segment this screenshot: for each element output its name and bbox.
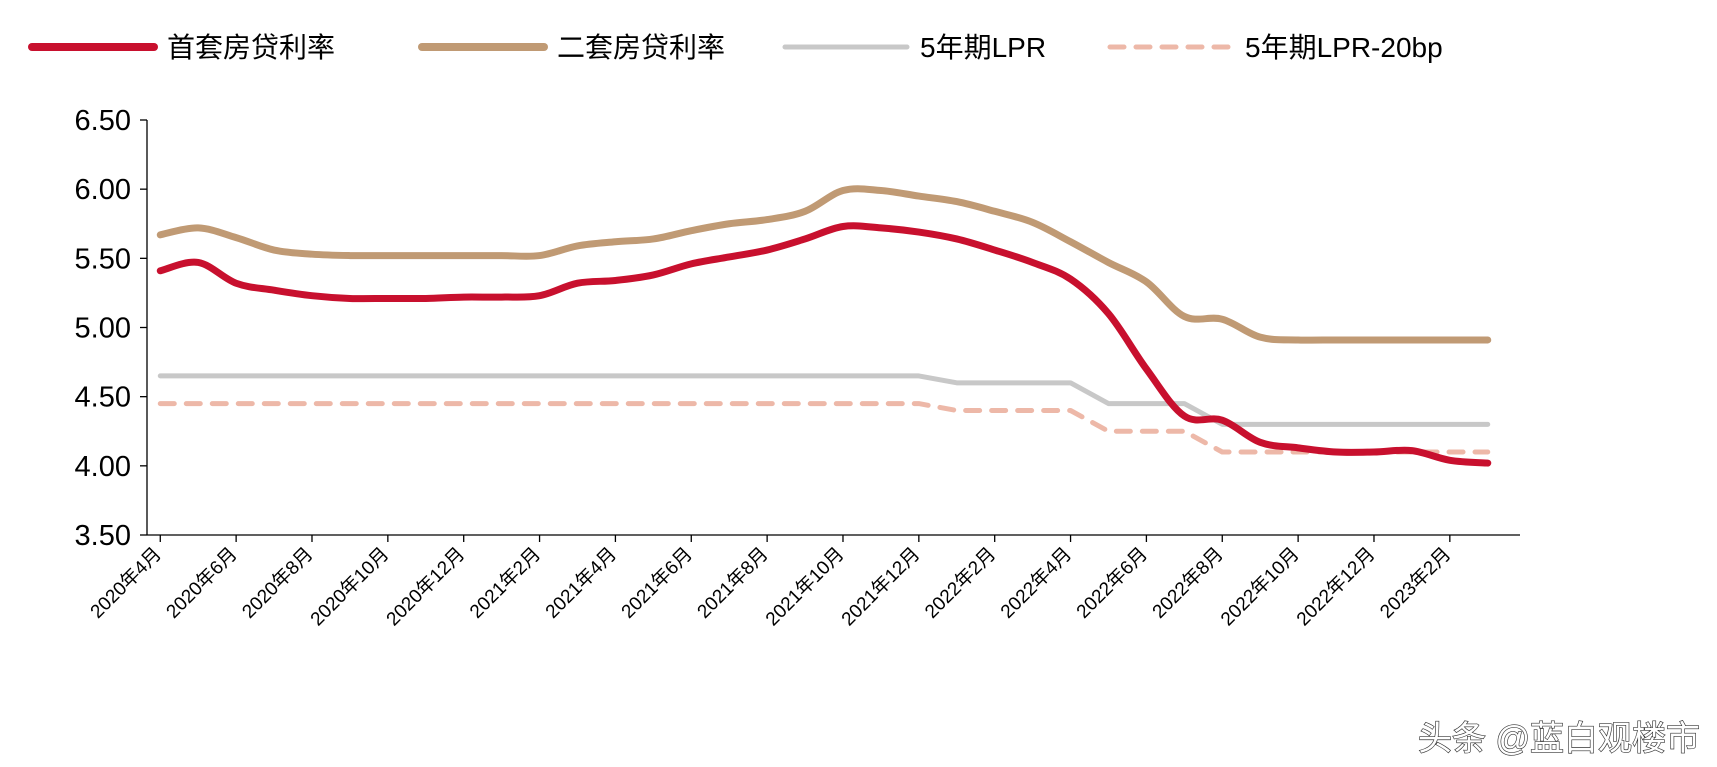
y-tick-label: 3.50 bbox=[75, 520, 131, 552]
watermark: 头条 @蓝白观楼市 bbox=[1418, 720, 1700, 758]
x-tick-label: 2022年2月 bbox=[920, 543, 1000, 623]
legend-label-0: 首套房贷利率 bbox=[167, 32, 335, 63]
x-tick-label: 2021年6月 bbox=[617, 543, 697, 623]
y-tick-label: 4.00 bbox=[75, 451, 131, 483]
x-tick-label: 2021年8月 bbox=[693, 543, 773, 623]
y-tick-label: 6.50 bbox=[75, 105, 131, 137]
x-tick-label: 2020年4月 bbox=[86, 543, 166, 623]
x-tick-label: 2020年6月 bbox=[162, 543, 242, 623]
x-axis: 2020年4月2020年6月2020年8月2020年10月2020年12月202… bbox=[86, 534, 1520, 630]
y-tick-label: 6.00 bbox=[75, 174, 131, 206]
series-line-3 bbox=[157, 401, 1491, 455]
series-line-1 bbox=[156, 185, 1492, 344]
legend-label-1: 二套房贷利率 bbox=[557, 32, 725, 63]
legend-label-3: 5年期LPR-20bp bbox=[1245, 32, 1443, 63]
x-tick-label: 2020年12月 bbox=[382, 543, 469, 630]
legend-label-2: 5年期LPR bbox=[920, 32, 1046, 63]
y-axis: 3.50 4.00 4.50 5.00 5.50 6.00 6.50 bbox=[75, 105, 148, 552]
x-tick-label: 2020年8月 bbox=[238, 543, 318, 623]
series-line-2 bbox=[157, 373, 1491, 427]
series-lines bbox=[156, 185, 1492, 467]
x-tick-label: 2021年12月 bbox=[837, 543, 924, 630]
x-tick-label: 2021年10月 bbox=[761, 543, 848, 630]
legend: 首套房贷利率 二套房贷利率 5年期LPR 5年期LPR-20bp bbox=[28, 32, 1443, 63]
x-tick-label: 2021年2月 bbox=[465, 543, 545, 623]
x-tick-label: 2022年8月 bbox=[1148, 543, 1228, 623]
x-tick-label: 2020年10月 bbox=[306, 543, 393, 630]
x-tick-label: 2022年6月 bbox=[1072, 543, 1152, 623]
x-tick-label: 2023年2月 bbox=[1376, 543, 1456, 623]
x-tick-label: 2022年4月 bbox=[996, 543, 1076, 623]
y-tick-label: 5.00 bbox=[75, 313, 131, 345]
series-line-0 bbox=[156, 222, 1492, 467]
y-tick-label: 4.50 bbox=[75, 382, 131, 414]
x-tick-label: 2021年4月 bbox=[541, 543, 621, 623]
y-tick-label: 5.50 bbox=[75, 243, 131, 275]
x-tick-label: 2022年12月 bbox=[1292, 543, 1379, 630]
x-tick-label: 2022年10月 bbox=[1216, 543, 1303, 630]
